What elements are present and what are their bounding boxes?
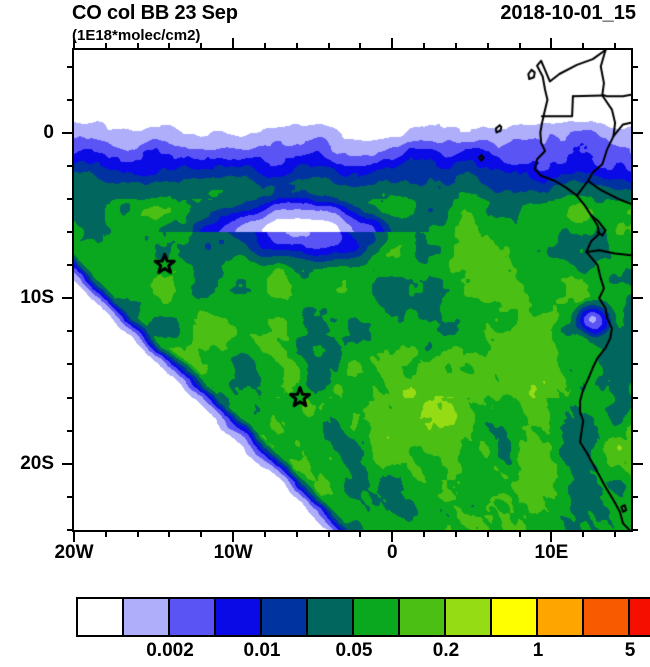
x-tick: [550, 530, 553, 542]
x-tick: [104, 43, 107, 50]
x-tick: [614, 530, 617, 537]
colorbar-tick-label: 0.05: [335, 640, 373, 661]
x-tick: [486, 530, 489, 537]
y-tick: [62, 131, 74, 134]
colorbar-cell-7: [400, 599, 446, 635]
y-tick: [67, 495, 74, 498]
colorbar-cell-3: [216, 599, 262, 635]
colorbar-tick-label: 5: [624, 640, 636, 661]
x-tick: [454, 530, 457, 537]
y-tick: [67, 396, 74, 399]
y-tick: [67, 164, 74, 167]
map-plot-area: [72, 48, 633, 532]
y-tick: [631, 231, 638, 234]
colorbar-cell-12: [630, 599, 650, 635]
x-axis-label: 10E: [534, 542, 569, 563]
colorbar-cell-2: [170, 599, 216, 635]
x-tick: [614, 43, 617, 50]
x-tick: [423, 43, 426, 50]
y-tick: [631, 462, 643, 465]
x-tick: [391, 530, 394, 542]
x-tick: [232, 38, 235, 50]
y-tick: [631, 396, 638, 399]
y-tick: [631, 429, 638, 432]
units-label: (1E18*molec/cm2): [72, 27, 201, 44]
x-tick: [327, 530, 330, 537]
y-tick: [67, 98, 74, 101]
y-tick: [67, 65, 74, 68]
y-tick: [631, 131, 643, 134]
y-axis-label: 10S: [20, 287, 54, 309]
y-tick: [67, 330, 74, 333]
x-tick: [582, 43, 585, 50]
x-tick: [136, 530, 139, 537]
x-tick: [423, 530, 426, 537]
colorbar: [76, 597, 650, 637]
colorbar-tick-label: 1: [532, 640, 544, 661]
x-tick: [295, 530, 298, 537]
y-tick: [67, 363, 74, 366]
x-tick: [550, 38, 553, 50]
y-axis-label: 0: [43, 121, 54, 143]
x-tick: [168, 530, 171, 537]
x-tick: [391, 38, 394, 50]
y-tick: [631, 495, 638, 498]
colorbar-cell-8: [446, 599, 492, 635]
x-tick: [73, 530, 75, 542]
x-tick: [454, 43, 457, 50]
colorbar-tick-label: 0.01: [243, 640, 281, 661]
colorbar-cell-0: [78, 599, 124, 635]
x-tick: [168, 43, 171, 50]
x-tick: [200, 530, 203, 537]
x-axis-label: 0: [386, 542, 398, 563]
colorbar-tick-label: 0.2: [432, 640, 460, 661]
y-tick: [631, 164, 638, 167]
y-tick: [67, 529, 74, 531]
x-axis-label: 20W: [54, 542, 94, 563]
colorbar-cell-4: [262, 599, 308, 635]
y-tick: [631, 529, 638, 531]
x-tick: [232, 530, 235, 542]
y-tick: [631, 65, 638, 68]
x-tick: [73, 38, 75, 50]
y-tick: [631, 98, 638, 101]
x-tick: [486, 43, 489, 50]
x-tick: [263, 530, 266, 537]
x-tick: [263, 43, 266, 50]
x-tick: [136, 43, 139, 50]
x-tick: [359, 43, 362, 50]
x-tick: [200, 43, 203, 50]
colorbar-cell-1: [124, 599, 170, 635]
x-tick: [359, 530, 362, 537]
y-tick: [62, 462, 74, 465]
y-tick: [67, 264, 74, 267]
x-tick: [582, 530, 585, 537]
x-tick: [104, 530, 107, 537]
y-tick: [62, 297, 74, 300]
y-tick: [631, 297, 643, 300]
colorbar-cell-5: [308, 599, 354, 635]
x-axis-label: 10W: [213, 542, 253, 563]
y-tick: [67, 231, 74, 234]
y-tick: [631, 197, 638, 200]
timestamp-label: 2018-10-01_15: [500, 2, 636, 24]
co-column-heatmap: [74, 50, 631, 530]
x-tick: [327, 43, 330, 50]
y-tick: [631, 363, 638, 366]
colorbar-tick-label: 0.002: [146, 640, 194, 661]
colorbar-cell-9: [492, 599, 538, 635]
page-title: CO col BB 23 Sep: [72, 2, 238, 24]
colorbar-cell-10: [538, 599, 584, 635]
y-tick: [67, 197, 74, 200]
y-axis-label: 20S: [20, 452, 54, 474]
y-tick: [67, 429, 74, 432]
y-tick: [631, 330, 638, 333]
colorbar-cell-11: [584, 599, 630, 635]
y-tick: [631, 264, 638, 267]
x-tick: [518, 43, 521, 50]
colorbar-cell-6: [354, 599, 400, 635]
x-tick: [295, 43, 298, 50]
x-tick: [518, 530, 521, 537]
